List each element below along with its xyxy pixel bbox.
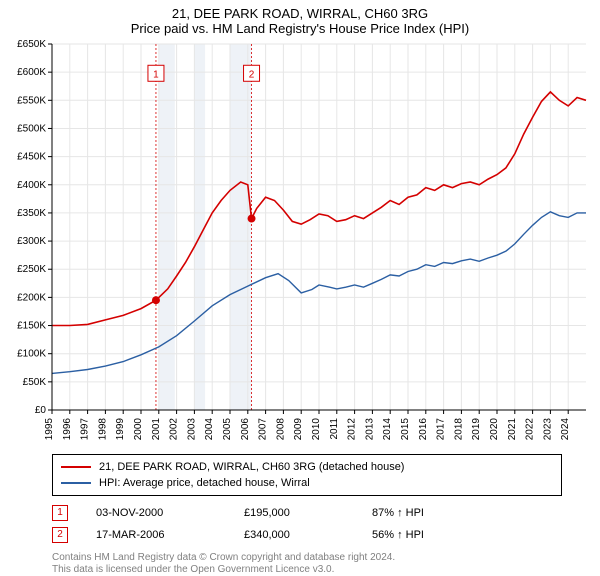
chart-area: £0 £50K £100K £150K £200K £250K £300K £350K £400… xyxy=(0,40,600,450)
x-tick-label: 2012 xyxy=(347,418,358,441)
chart-title-line2: Price paid vs. HM Land Registry's House … xyxy=(0,21,600,40)
x-tick-label: 2018 xyxy=(453,418,464,441)
x-tick-label: 2001 xyxy=(151,418,162,441)
x-tick-label: 1996 xyxy=(62,418,73,441)
x-tick-label: 2004 xyxy=(204,418,215,441)
x-tick-label: 2017 xyxy=(436,418,447,441)
marker-dot xyxy=(248,215,256,223)
marker-row: 2 17-MAR-2006 £340,000 56% ↑ HPI xyxy=(52,524,562,546)
marker-pct: 56% ↑ HPI xyxy=(372,524,472,546)
marker-date: 17-MAR-2006 xyxy=(96,524,216,546)
y-tick-label: £100K xyxy=(17,349,46,360)
x-tick-label: 2011 xyxy=(329,418,340,440)
y-tick-label: £50K xyxy=(23,377,47,388)
y-tick-label: £300K xyxy=(17,236,46,247)
x-tick-label: 2019 xyxy=(471,418,482,441)
marker-dot xyxy=(152,296,160,304)
legend-label: HPI: Average price, detached house, Wirr… xyxy=(99,475,310,491)
x-tick-label: 2013 xyxy=(364,418,375,441)
marker-row-box: 2 xyxy=(52,527,68,543)
marker-box-label: 1 xyxy=(153,69,159,80)
x-tick-label: 1997 xyxy=(80,418,91,441)
legend-label: 21, DEE PARK ROAD, WIRRAL, CH60 3RG (det… xyxy=(99,459,404,475)
x-tick-label: 2009 xyxy=(293,418,304,441)
marker-box-label: 2 xyxy=(249,69,255,80)
marker-price: £195,000 xyxy=(244,502,344,524)
y-tick-label: £200K xyxy=(17,292,46,303)
marker-pct: 87% ↑ HPI xyxy=(372,502,472,524)
y-tick-label: £650K xyxy=(17,40,46,50)
y-tick-label: £150K xyxy=(17,321,46,332)
x-tick-label: 2005 xyxy=(222,418,233,441)
marker-date: 03-NOV-2000 xyxy=(96,502,216,524)
marker-row: 1 03-NOV-2000 £195,000 87% ↑ HPI xyxy=(52,502,562,524)
y-tick-label: £0 xyxy=(35,405,47,416)
x-tick-label: 2014 xyxy=(382,418,393,441)
x-tick-label: 1999 xyxy=(115,418,126,441)
footer-line2: This data is licensed under the Open Gov… xyxy=(52,564,580,576)
x-tick-label: 2007 xyxy=(258,418,269,441)
y-tick-label: £550K xyxy=(17,95,46,106)
x-tick-label: 2000 xyxy=(133,418,144,441)
marker-table: 1 03-NOV-2000 £195,000 87% ↑ HPI 2 17-MAR-200… xyxy=(52,502,562,546)
x-tick-label: 2024 xyxy=(560,418,571,441)
y-tick-label: £400K xyxy=(17,180,46,191)
legend-swatch xyxy=(61,482,91,484)
chart-title-line1: 21, DEE PARK ROAD, WIRRAL, CH60 3RG xyxy=(0,0,600,21)
y-tick-label: £250K xyxy=(17,264,46,275)
y-tick-label: £600K xyxy=(17,67,46,78)
y-tick-label: £500K xyxy=(17,123,46,134)
chart-svg: £0 £50K £100K £150K £200K £250K £300K £350K £400… xyxy=(0,40,600,450)
footer-line1: Contains HM Land Registry data © Crown c… xyxy=(52,552,580,564)
x-tick-label: 2008 xyxy=(275,418,286,441)
x-tick-label: 2006 xyxy=(240,418,251,441)
legend: 21, DEE PARK ROAD, WIRRAL, CH60 3RG (det… xyxy=(52,454,562,496)
x-tick-label: 2015 xyxy=(400,418,411,441)
marker-row-box: 1 xyxy=(52,505,68,521)
x-tick-label: 2022 xyxy=(525,418,536,441)
x-tick-label: 2020 xyxy=(489,418,500,441)
x-tick-label: 2021 xyxy=(507,418,518,441)
legend-swatch xyxy=(61,466,91,468)
x-tick-label: 2003 xyxy=(186,418,197,441)
footer: Contains HM Land Registry data © Crown c… xyxy=(52,552,580,576)
y-tick-label: £350K xyxy=(17,208,46,219)
marker-price: £340,000 xyxy=(244,524,344,546)
x-tick-label: 1998 xyxy=(97,418,108,441)
y-tick-label: £450K xyxy=(17,152,46,163)
x-tick-label: 2010 xyxy=(311,418,322,441)
x-tick-label: 2002 xyxy=(169,418,180,441)
legend-item: HPI: Average price, detached house, Wirr… xyxy=(61,475,553,491)
x-tick-label: 2016 xyxy=(418,418,429,441)
x-tick-label: 1995 xyxy=(44,418,55,441)
legend-item: 21, DEE PARK ROAD, WIRRAL, CH60 3RG (det… xyxy=(61,459,553,475)
x-tick-label: 2023 xyxy=(542,418,553,441)
